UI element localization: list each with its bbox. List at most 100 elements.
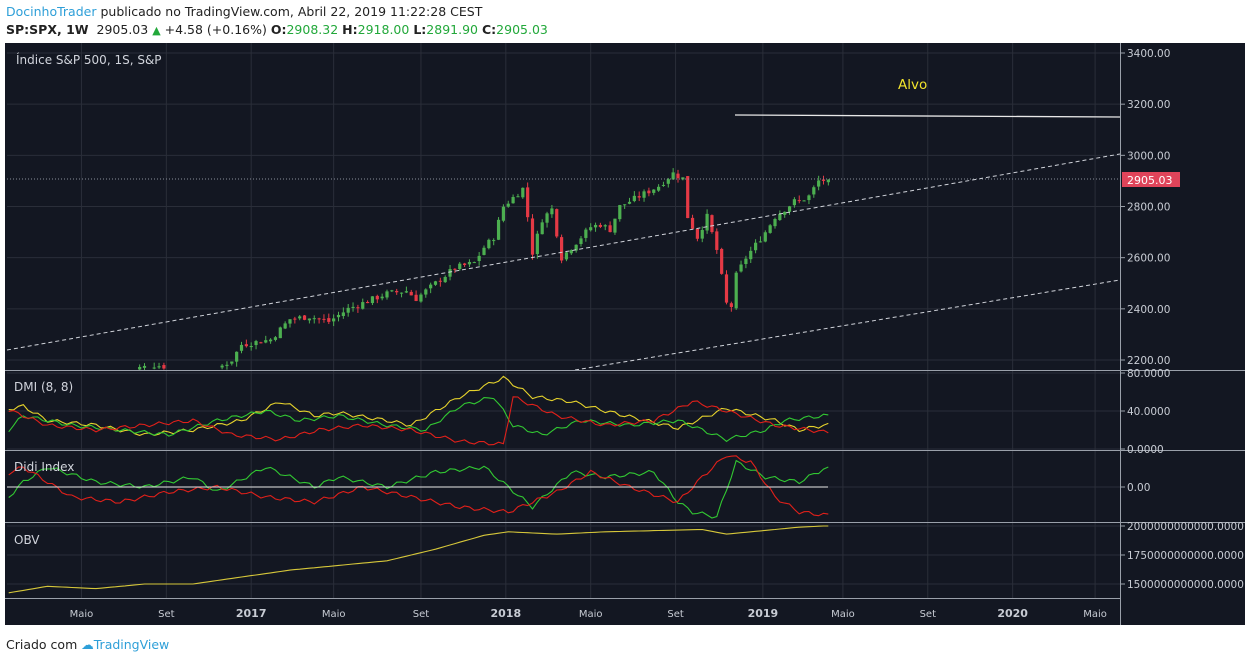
candle-body (273, 337, 278, 340)
candle-body (618, 205, 622, 220)
x-tick-label: Maio (322, 609, 346, 620)
candle-body (322, 318, 326, 320)
candle-body (501, 206, 505, 221)
series-obv-line (8, 525, 829, 594)
x-tick-label: Set (158, 609, 175, 620)
y-tick-label: 80.0000 (1127, 368, 1170, 380)
candle-body (603, 225, 607, 227)
candle-body (787, 206, 792, 212)
candle-body (671, 172, 675, 180)
candle-body (424, 289, 428, 295)
series-di-line (8, 396, 829, 446)
candle-body (220, 365, 224, 368)
y-tick-label: 2800.00 (1127, 202, 1170, 214)
candle-body (574, 244, 578, 251)
candle-body (632, 195, 636, 202)
dmi-pane-title: DMI (8, 8) (14, 380, 73, 394)
candle-body (438, 280, 442, 282)
candle-body (758, 241, 763, 243)
candle-body (404, 291, 408, 293)
candle-body (516, 196, 520, 198)
candle-body (399, 292, 404, 294)
candle-body (317, 318, 321, 320)
author-link[interactable]: DocinhoTrader (6, 4, 97, 19)
candle-body (661, 184, 666, 186)
axes[interactable]: Maio Set 2017 Maio Set 2018 Maio Set 2019 Maio Set… (70, 48, 1244, 620)
x-tick-label: Set (413, 609, 430, 620)
y-tick-label: 0.00 (1127, 482, 1150, 494)
candle-body (492, 240, 496, 242)
y-tick-label: 40.0000 (1127, 406, 1170, 418)
candle-body (385, 291, 389, 298)
candle-body (414, 294, 418, 301)
publish-info: DocinhoTrader publicado no TradingView.c… (6, 4, 482, 19)
candle-body (278, 327, 282, 339)
candle-body (477, 255, 481, 261)
candle-body (380, 296, 384, 299)
lower-trendline[interactable] (574, 279, 1121, 371)
candle-body (821, 179, 826, 181)
candle-body (657, 186, 661, 191)
candle-body (443, 277, 447, 283)
candle-body (681, 177, 685, 180)
y-tick-label: 3000.00 (1127, 150, 1170, 162)
candle-body (826, 179, 830, 183)
candle-body (302, 315, 307, 320)
candle-body (817, 180, 821, 187)
main-pane-title: Índice S&P 500, 1S, S&P (16, 52, 162, 67)
tradingview-link[interactable]: TradingView (93, 637, 170, 652)
open-value: 2908.32 (286, 22, 339, 37)
target-annotation: Alvo (898, 77, 927, 93)
candle-body (162, 365, 166, 369)
candle-body (584, 229, 588, 238)
y-tick-label: 2000000000000.0000 (1127, 521, 1244, 533)
candle-body (152, 367, 156, 369)
candle-body (298, 316, 302, 319)
x-tick-label: Maio (1083, 609, 1107, 620)
candle-body (802, 200, 806, 202)
candle-body (429, 284, 433, 289)
candle-body (598, 224, 602, 227)
candle-body (487, 239, 491, 249)
open-label: O: (270, 22, 287, 37)
symbol: SP:SPX, 1W (6, 22, 89, 37)
candle-body (589, 227, 593, 231)
candle-body (783, 211, 787, 215)
didi-pane-title: Didi Index (14, 460, 74, 474)
candle-body (700, 229, 704, 239)
candle-body (526, 187, 530, 218)
candle-body (307, 318, 311, 321)
candle-body (768, 225, 772, 233)
up-arrow-icon: ▲ (152, 24, 161, 37)
candle-body (496, 219, 501, 240)
series-fast-line (8, 459, 829, 519)
candle-body (511, 196, 515, 204)
candle-body (448, 269, 452, 277)
candle-body (346, 307, 350, 313)
candle-body (686, 176, 690, 219)
candle-body (472, 262, 476, 264)
candle-body (259, 342, 263, 344)
x-tick-label: 2017 (236, 607, 267, 620)
candle-body (623, 204, 627, 206)
candle-body (676, 173, 680, 179)
series-adx-line (8, 375, 829, 436)
candle-body (467, 261, 472, 265)
low-value: 2891.90 (426, 22, 478, 37)
y-tick-label: 2400.00 (1127, 304, 1170, 316)
close-value: 2905.03 (496, 22, 548, 37)
candles (138, 168, 830, 370)
last-price-tag (1122, 172, 1180, 187)
candle-body (564, 252, 569, 260)
x-tick-label: 2018 (491, 607, 522, 620)
target-line[interactable] (734, 114, 1121, 118)
candle-body (463, 263, 467, 265)
upper-trendline[interactable] (6, 153, 1121, 351)
grid (7, 43, 1120, 598)
candle-body (666, 179, 670, 184)
candle-body (249, 345, 253, 348)
candle-body (283, 323, 287, 329)
candle-body (409, 291, 413, 296)
candle-body (773, 218, 777, 227)
